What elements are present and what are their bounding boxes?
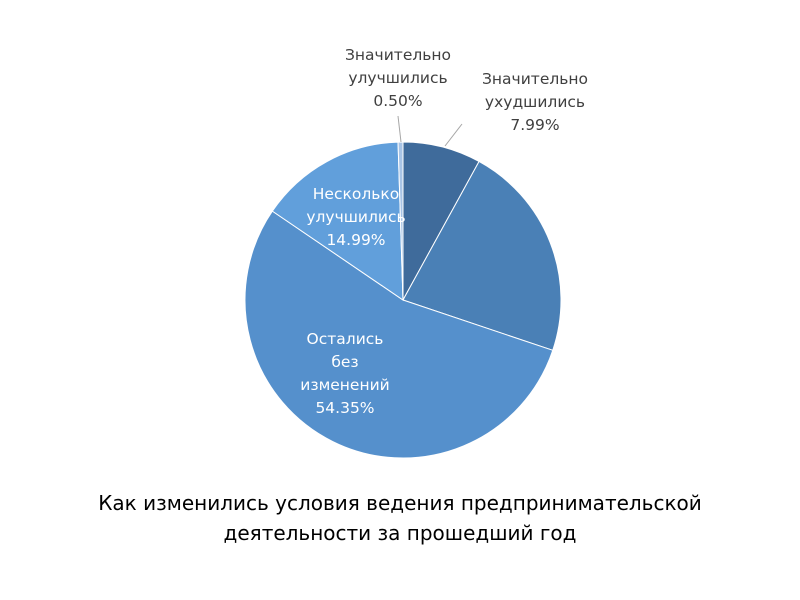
category-label: Несколько улучшились (306, 185, 406, 226)
value-label: 54.35% (315, 399, 375, 417)
slice-label: Значительно улучшились 0.50% (345, 44, 451, 113)
pie-slice (244, 210, 554, 459)
leader-line (444, 123, 463, 147)
slice-label: Остались без изменений 54.35% (300, 328, 390, 420)
leader-line (397, 115, 402, 143)
category-label: Остались без изменений (300, 330, 390, 394)
pie-slice (271, 141, 404, 301)
value-label: 0.50% (373, 92, 423, 110)
slice-label: Несколько улучшились 14.99% (306, 183, 405, 252)
category-label: Значительно ухудшились (481, 70, 589, 111)
slice-label: Значительно ухудшились 7.99% (482, 68, 588, 137)
pie-slice (402, 160, 562, 351)
value-label: 14.99% (326, 231, 386, 249)
value-label: 7.99% (510, 116, 560, 134)
chart-title: Как изменились условия ведения предприни… (98, 491, 702, 545)
category-label: Значительно улучшились (344, 46, 452, 87)
